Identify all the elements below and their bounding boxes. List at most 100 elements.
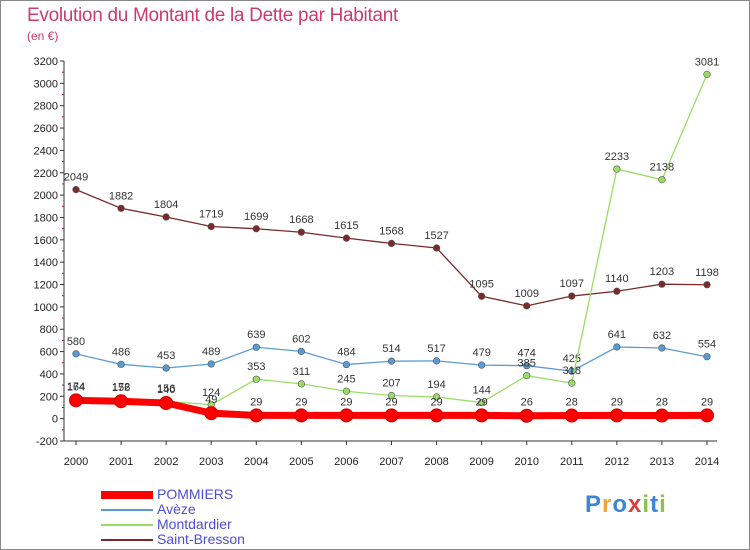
logo-letter: o — [612, 491, 629, 518]
y-tick-label: 2200 — [34, 168, 58, 180]
data-point-saint-bresson — [207, 222, 215, 231]
logo-letter: i — [642, 491, 651, 518]
data-point-pommiers — [69, 393, 83, 408]
logo-letter: r — [602, 491, 613, 518]
x-tick-label: 2012 — [605, 456, 629, 468]
data-label-saint-bresson: 1804 — [154, 199, 178, 211]
data-point-pommiers — [474, 408, 489, 423]
data-label-montdardier: 3081 — [695, 56, 719, 68]
y-tick-label: 3000 — [34, 78, 58, 90]
y-tick-label: 400 — [40, 369, 58, 381]
data-point-av-ze — [207, 360, 215, 368]
data-label-av-ze: 484 — [337, 347, 355, 359]
data-label-saint-bresson: 1568 — [379, 225, 403, 237]
data-point-saint-bresson — [613, 287, 621, 295]
y-tick-label: 2400 — [34, 145, 58, 157]
data-label-av-ze: 639 — [247, 329, 265, 341]
data-label-pommiers: 29 — [385, 396, 397, 408]
data-label-saint-bresson: 1203 — [650, 266, 674, 278]
x-tick-label: 2013 — [650, 456, 674, 468]
x-tick-label: 2005 — [289, 456, 313, 468]
proxiti-logo: Proxiti — [585, 491, 667, 519]
x-tick-label: 2001 — [109, 456, 133, 468]
data-label-pommiers: 49 — [205, 394, 217, 406]
data-label-saint-bresson: 2049 — [64, 172, 88, 184]
data-point-pommiers — [519, 408, 534, 423]
data-label-saint-bresson: 1615 — [334, 220, 358, 232]
y-tick-label: 2800 — [34, 101, 58, 113]
legend-swatch-montdardier — [101, 524, 153, 526]
chart-subtitle: (en €) — [27, 29, 59, 43]
data-point-av-ze — [72, 350, 80, 358]
y-tick-label: 2600 — [34, 123, 58, 135]
x-tick-label: 2009 — [469, 456, 493, 468]
y-tick-label: 1600 — [34, 235, 58, 247]
data-point-pommiers — [429, 408, 444, 423]
data-label-av-ze: 453 — [157, 350, 175, 362]
legend-item-saint-bresson: Saint-Bresson — [101, 532, 301, 547]
data-label-av-ze: 632 — [653, 330, 671, 342]
data-point-av-ze — [297, 347, 305, 355]
data-label-av-ze: 514 — [382, 343, 400, 355]
data-point-av-ze — [658, 344, 666, 352]
data-label-saint-bresson: 1095 — [469, 278, 493, 290]
y-tick-label: 0 — [52, 414, 58, 426]
x-tick-label: 2007 — [379, 456, 403, 468]
data-label-montdardier: 245 — [337, 373, 355, 385]
data-label-av-ze: 641 — [608, 329, 626, 341]
data-point-av-ze — [613, 343, 621, 351]
data-point-pommiers — [564, 408, 579, 423]
data-point-saint-bresson — [523, 302, 531, 310]
data-point-montdardier — [252, 375, 260, 383]
data-point-pommiers — [204, 406, 219, 421]
data-point-saint-bresson — [658, 280, 666, 288]
data-label-saint-bresson: 1009 — [514, 288, 538, 300]
data-point-av-ze — [162, 364, 170, 372]
data-point-av-ze — [523, 362, 531, 370]
data-point-saint-bresson — [162, 213, 170, 221]
data-point-av-ze — [252, 343, 260, 351]
data-point-saint-bresson — [387, 239, 396, 247]
data-label-montdardier: 318 — [563, 365, 581, 377]
data-point-montdardier — [478, 398, 486, 407]
data-point-saint-bresson — [342, 234, 351, 242]
x-tick-label: 2014 — [695, 456, 719, 468]
data-label-montdardier: 174 — [67, 381, 85, 393]
data-point-montdardier — [387, 391, 396, 400]
data-label-montdardier: 2138 — [650, 162, 674, 174]
data-point-pommiers — [294, 408, 309, 423]
data-point-av-ze — [387, 357, 396, 365]
data-point-pommiers — [609, 408, 624, 423]
data-point-av-ze — [703, 353, 711, 361]
data-point-montdardier — [297, 380, 305, 388]
legend-label-saint-bresson: Saint-Bresson — [157, 531, 245, 547]
data-point-pommiers — [339, 408, 354, 423]
x-tick-label: 2008 — [424, 456, 448, 468]
data-label-pommiers: 29 — [295, 396, 307, 408]
data-label-montdardier: 124 — [202, 387, 220, 399]
legend-swatch-saint-bresson — [101, 539, 153, 541]
logo-letter: i — [659, 491, 667, 518]
data-point-montdardier — [568, 379, 576, 387]
legend-item-av-ze: Avèze — [101, 502, 301, 517]
logo-letter: t — [650, 491, 660, 518]
data-label-pommiers: 28 — [656, 397, 668, 409]
legend-item-montdardier: Montdardier — [101, 517, 301, 532]
data-label-pommiers: 26 — [521, 397, 533, 409]
data-label-montdardier: 194 — [427, 379, 445, 391]
data-label-montdardier: 156 — [157, 383, 175, 395]
data-label-montdardier: 144 — [472, 385, 490, 397]
data-label-saint-bresson: 1882 — [109, 190, 133, 202]
x-tick-label: 2006 — [334, 456, 358, 468]
y-tick-label: 1000 — [34, 302, 58, 314]
legend-item-pommiers: POMMIERS — [101, 487, 301, 502]
x-tick-label: 2011 — [560, 456, 584, 468]
data-label-saint-bresson: 1198 — [695, 267, 719, 279]
x-tick-label: 2000 — [64, 456, 88, 468]
data-point-pommiers — [114, 394, 129, 409]
chart-title: Evolution du Montant de la Dette par Hab… — [27, 5, 398, 26]
data-point-av-ze — [432, 357, 441, 365]
data-point-saint-bresson — [252, 225, 260, 233]
data-point-montdardier — [703, 70, 711, 78]
data-label-pommiers: 29 — [340, 396, 352, 408]
